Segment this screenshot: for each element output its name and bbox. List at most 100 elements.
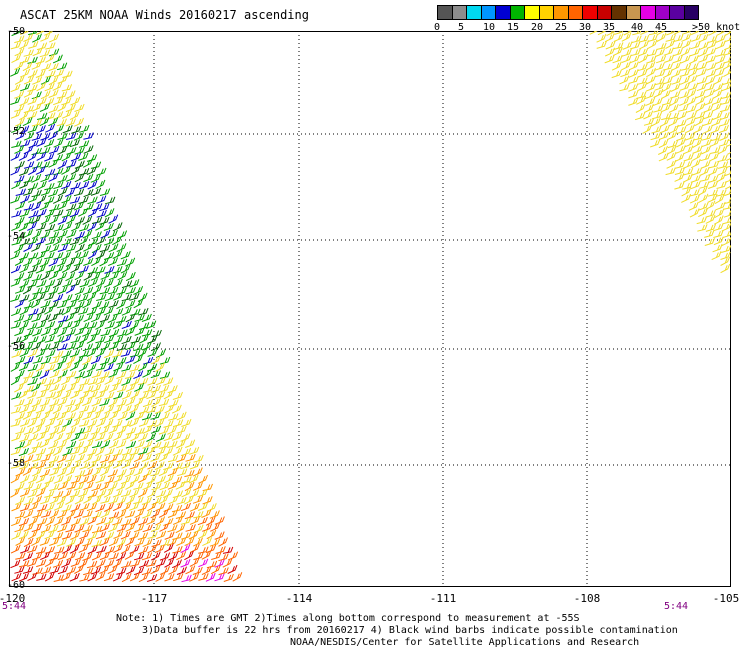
wind-barb: [711, 251, 722, 261]
wind-barb: [181, 418, 192, 427]
wind-barb: [78, 307, 89, 315]
wind-barb: [205, 516, 216, 526]
wind-barb: [57, 285, 68, 295]
wind-barb: [44, 490, 55, 498]
wind-barb: [138, 391, 149, 400]
wind-barb: [32, 76, 43, 85]
wind-barb: [134, 411, 145, 420]
wind-barb: [19, 404, 30, 414]
wind-barb: [49, 553, 60, 561]
wind-barb: [95, 559, 106, 568]
wind-barb: [151, 329, 162, 338]
wind-barb: [69, 237, 81, 246]
note-line-1: Note: 1) Times are GMT 2)Times along bot…: [116, 613, 580, 624]
wind-barb: [197, 489, 208, 498]
wind-barb: [653, 88, 664, 98]
wind-barb: [623, 31, 632, 36]
wind-barb: [103, 237, 115, 246]
wind-barb: [11, 336, 22, 345]
wind-barb: [104, 559, 115, 568]
wind-barb: [163, 543, 174, 553]
wind-barb: [88, 278, 99, 288]
wind-barb: [87, 207, 98, 217]
wind-barb: [10, 362, 21, 372]
wind-barb: [197, 516, 208, 526]
wind-barb: [667, 140, 679, 149]
wind-barb: [99, 398, 110, 407]
wind-barb: [107, 469, 118, 478]
wind-barb: [70, 558, 81, 567]
wind-barb: [31, 370, 43, 379]
wind-barb: [57, 159, 68, 170]
wind-barb: [56, 258, 67, 267]
wind-barb: [45, 418, 56, 428]
wind-barb: [129, 279, 140, 288]
wind-barb: [23, 161, 35, 169]
wind-barb: [27, 265, 39, 274]
wind-barb: [133, 524, 145, 533]
wind-barb: [54, 546, 65, 554]
wind-barb: [108, 300, 119, 308]
wind-barb: [121, 447, 133, 456]
wind-barb: [686, 89, 697, 99]
wind-barb: [23, 145, 34, 155]
wind-barb: [91, 300, 102, 310]
wind-barb: [658, 139, 669, 149]
wind-barb: [113, 362, 124, 372]
wind-barb: [74, 564, 84, 574]
wind-barb: [685, 132, 696, 141]
wind-barb: [662, 76, 673, 85]
wind-barb: [73, 510, 84, 519]
wind-barb: [172, 419, 184, 428]
wind-barb: [96, 209, 107, 218]
wind-barb: [14, 455, 26, 463]
wind-barb: [32, 552, 43, 561]
wind-barb: [722, 203, 731, 210]
wind-barb: [62, 474, 73, 485]
wind-barb: [159, 371, 171, 379]
wind-barb: [105, 196, 116, 205]
wind-barb: [52, 404, 63, 414]
wind-barb: [19, 376, 30, 386]
wind-barb: [222, 558, 233, 568]
wind-barb: [121, 364, 132, 372]
colorbar-label: 45: [654, 22, 668, 33]
wind-barb: [694, 116, 705, 127]
wind-barb: [23, 187, 34, 196]
wind-barb: [28, 194, 39, 203]
wind-barb: [52, 559, 64, 568]
wind-barb: [57, 524, 68, 533]
wind-barb: [11, 222, 22, 232]
wind-barb: [15, 536, 26, 546]
wind-barb: [27, 221, 37, 231]
wind-barb: [35, 362, 46, 372]
wind-barb: [83, 567, 94, 576]
wind-barb: [628, 69, 639, 78]
wind-barb: [52, 236, 63, 246]
wind-barb: [52, 278, 63, 289]
wind-barb: [40, 426, 51, 435]
wind-barb: [53, 264, 64, 274]
wind-barb: [53, 418, 64, 428]
wind-barb: [57, 356, 68, 365]
wind-barb: [95, 236, 106, 245]
wind-barb: [31, 382, 41, 392]
wind-barb: [86, 560, 98, 569]
wind-barb: [66, 538, 77, 547]
wind-barb: [24, 217, 35, 225]
wind-barb: [695, 111, 706, 120]
wind-barb: [689, 208, 700, 218]
wind-barb: [18, 151, 29, 161]
wind-barb: [36, 306, 47, 316]
wind-barb: [44, 320, 56, 329]
wind-barb: [14, 175, 25, 183]
wind-barb: [108, 383, 119, 393]
wind-barb: [66, 229, 77, 238]
wind-barb: [176, 425, 187, 434]
wind-barb: [134, 440, 145, 449]
wind-barb: [87, 419, 98, 428]
wind-barb: [640, 31, 649, 36]
wind-barb: [621, 54, 632, 63]
wind-barb: [121, 390, 132, 400]
wind-barb: [138, 418, 150, 427]
